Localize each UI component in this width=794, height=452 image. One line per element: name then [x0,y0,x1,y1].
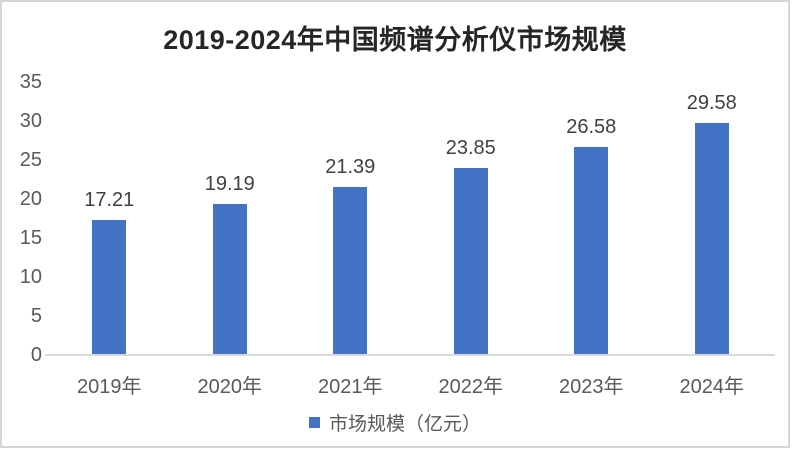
y-axis-tick-label: 25 [19,149,42,171]
bar [574,146,609,354]
y-axis-tick-label: 20 [19,188,42,210]
bar-value-label: 17.21 [84,188,135,211]
plot-area: 17.21 2019年 19.19 2020年 21.39 2021年 23.85 2022年… [45,82,775,398]
x-axis-line [45,354,775,356]
bar [333,187,368,354]
x-axis-tick-label: 2022年 [438,376,504,398]
x-axis-tick-label: 2023年 [559,376,624,398]
bar-value-label: 23.85 [445,136,496,159]
y-axis-tick-label: 10 [19,266,42,288]
legend: 市场规模（亿元） [2,409,788,436]
bar [694,123,729,354]
legend-label: 市场规模（亿元） [328,414,481,435]
x-axis-tick-label: 2021年 [318,376,383,398]
y-axis-tick-label: 35 [19,71,42,93]
bar-value-label: 26.58 [566,115,617,138]
y-axis-tick-label: 5 [30,305,42,327]
bar-value-label: 19.19 [204,173,255,196]
bar [453,167,488,354]
y-axis-tick-label: 0 [30,344,42,366]
chart-title: 2019-2024年中国频谱分析仪市场规模 [163,25,627,55]
x-axis-tick-label: 2024年 [679,376,745,398]
y-axis-tick-label: 15 [19,227,42,249]
bar [92,219,127,354]
bar [212,204,247,354]
bar-value-label: 29.58 [686,92,737,115]
x-axis-tick-label: 2019年 [77,376,142,398]
bar-value-label: 21.39 [325,156,376,179]
legend-swatch [308,417,320,428]
y-axis-tick-label: 30 [19,110,42,132]
x-axis-tick-label: 2020年 [197,376,263,398]
